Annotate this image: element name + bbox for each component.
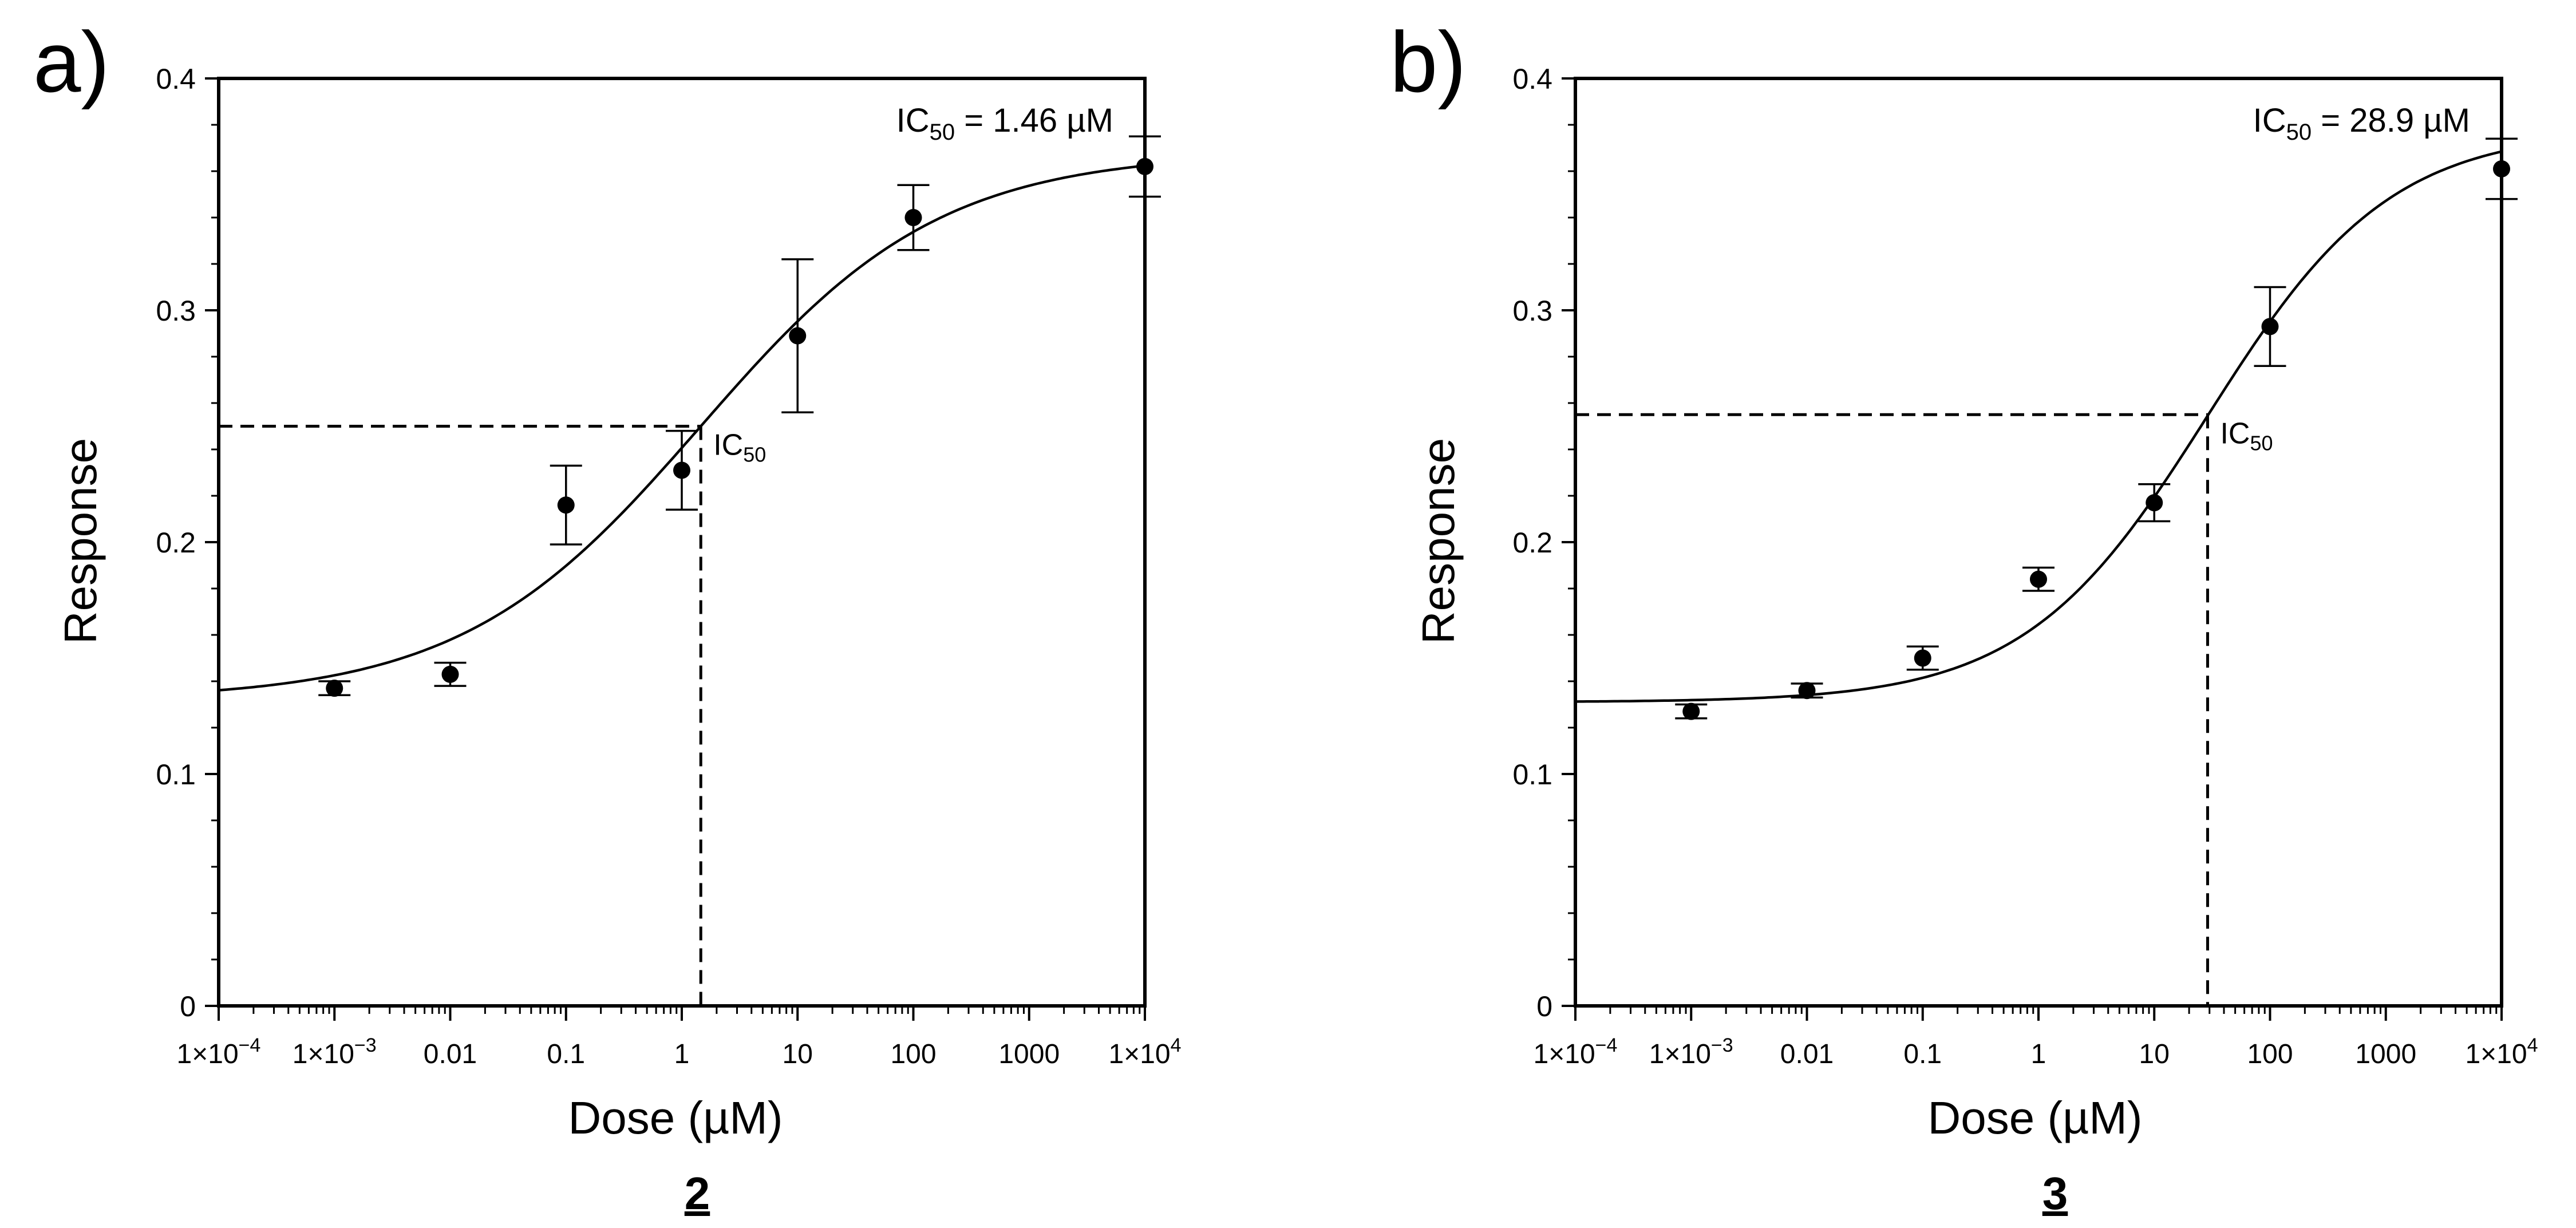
ic50-annotation: IC50 = 28.9 µM — [2253, 102, 2470, 145]
x-axis-label: Dose (µM) — [568, 1092, 783, 1143]
x-tick-label: 1000 — [2355, 1039, 2416, 1069]
x-tick-label: 0.01 — [424, 1039, 477, 1069]
plot-area: 0 0.1 0.2 0.3 0.4 1×10−4 1×10−3 0.01 0.1 1 10 100 10… — [156, 63, 1181, 1069]
panel-b: b) Response Dose (µM) 3 IC50 = 28.9 µM 0… — [1390, 14, 2538, 1219]
x-axis-label: Dose (µM) — [1928, 1092, 2143, 1143]
panel-label: a) — [33, 14, 109, 110]
y-tick-label: 0.2 — [156, 527, 196, 559]
plot-frame — [217, 77, 1147, 1008]
x-tick-label: 100 — [2247, 1039, 2293, 1069]
x-tick-label: 1 — [674, 1039, 690, 1069]
fit-curve — [218, 164, 1145, 692]
data-point — [441, 665, 459, 683]
x-tick-label: 100 — [890, 1039, 936, 1069]
ic50-marker-label: IC50 — [713, 429, 766, 467]
data-point — [2146, 494, 2163, 512]
data-point — [1798, 682, 1816, 700]
x-tick-label: 1×10−4 — [1534, 1034, 1618, 1069]
y-axis-label: Response — [55, 438, 106, 644]
y-tick-label: 0.2 — [1512, 527, 1552, 559]
y-tick-label: 0 — [180, 990, 196, 1022]
data-point — [673, 461, 690, 479]
y-tick-label: 0.3 — [1512, 295, 1552, 327]
data-point — [904, 209, 922, 226]
data-point — [557, 496, 575, 514]
y-tick-label: 0.4 — [1512, 63, 1552, 95]
x-tick-label: 1×104 — [2465, 1034, 2538, 1069]
data-point — [1136, 157, 1153, 175]
compound-label: 3 — [2042, 1168, 2068, 1219]
ic50-marker-label: IC50 — [2220, 417, 2273, 455]
x-tick-label: 1×10−3 — [1649, 1034, 1733, 1069]
data-point — [789, 327, 807, 345]
data-point — [2261, 318, 2279, 335]
y-tick-label: 0.4 — [156, 63, 196, 95]
x-tick-label: 0.1 — [547, 1039, 585, 1069]
fit-curve — [1575, 150, 2502, 703]
ic50-annotation: IC50 = 1.46 µM — [896, 102, 1113, 145]
x-tick-label: 10 — [783, 1039, 813, 1069]
x-tick-label: 1×10−3 — [293, 1034, 377, 1069]
x-tick-label: 1000 — [998, 1039, 1060, 1069]
y-tick-label: 0.1 — [1512, 759, 1552, 791]
y-tick-label: 0 — [1536, 990, 1552, 1022]
x-tick-label: 0.01 — [1780, 1039, 1834, 1069]
data-point — [2493, 160, 2510, 177]
x-tick-label: 1×10−4 — [177, 1034, 261, 1069]
data-point — [1914, 649, 1931, 667]
panel-a: a) Response Dose (µM) 2 IC50 = 1.46 µM 0… — [33, 14, 1182, 1219]
data-point — [326, 680, 343, 697]
x-tick-label: 10 — [2139, 1039, 2170, 1069]
x-tick-label: 0.1 — [1903, 1039, 1942, 1069]
y-axis-label: Response — [1413, 438, 1464, 644]
panel-label: b) — [1390, 14, 1466, 110]
y-tick-label: 0.1 — [156, 759, 196, 791]
x-tick-label: 1×104 — [1108, 1034, 1181, 1069]
x-tick-label: 1 — [2031, 1039, 2046, 1069]
plot-area: 0 0.1 0.2 0.3 0.4 1×10−4 1×10−3 0.01 0.1 1 10 100 10… — [1512, 63, 2538, 1069]
compound-label: 2 — [685, 1168, 710, 1219]
y-tick-label: 0.3 — [156, 295, 196, 327]
data-point — [1682, 702, 1700, 720]
data-point — [2030, 570, 2047, 588]
